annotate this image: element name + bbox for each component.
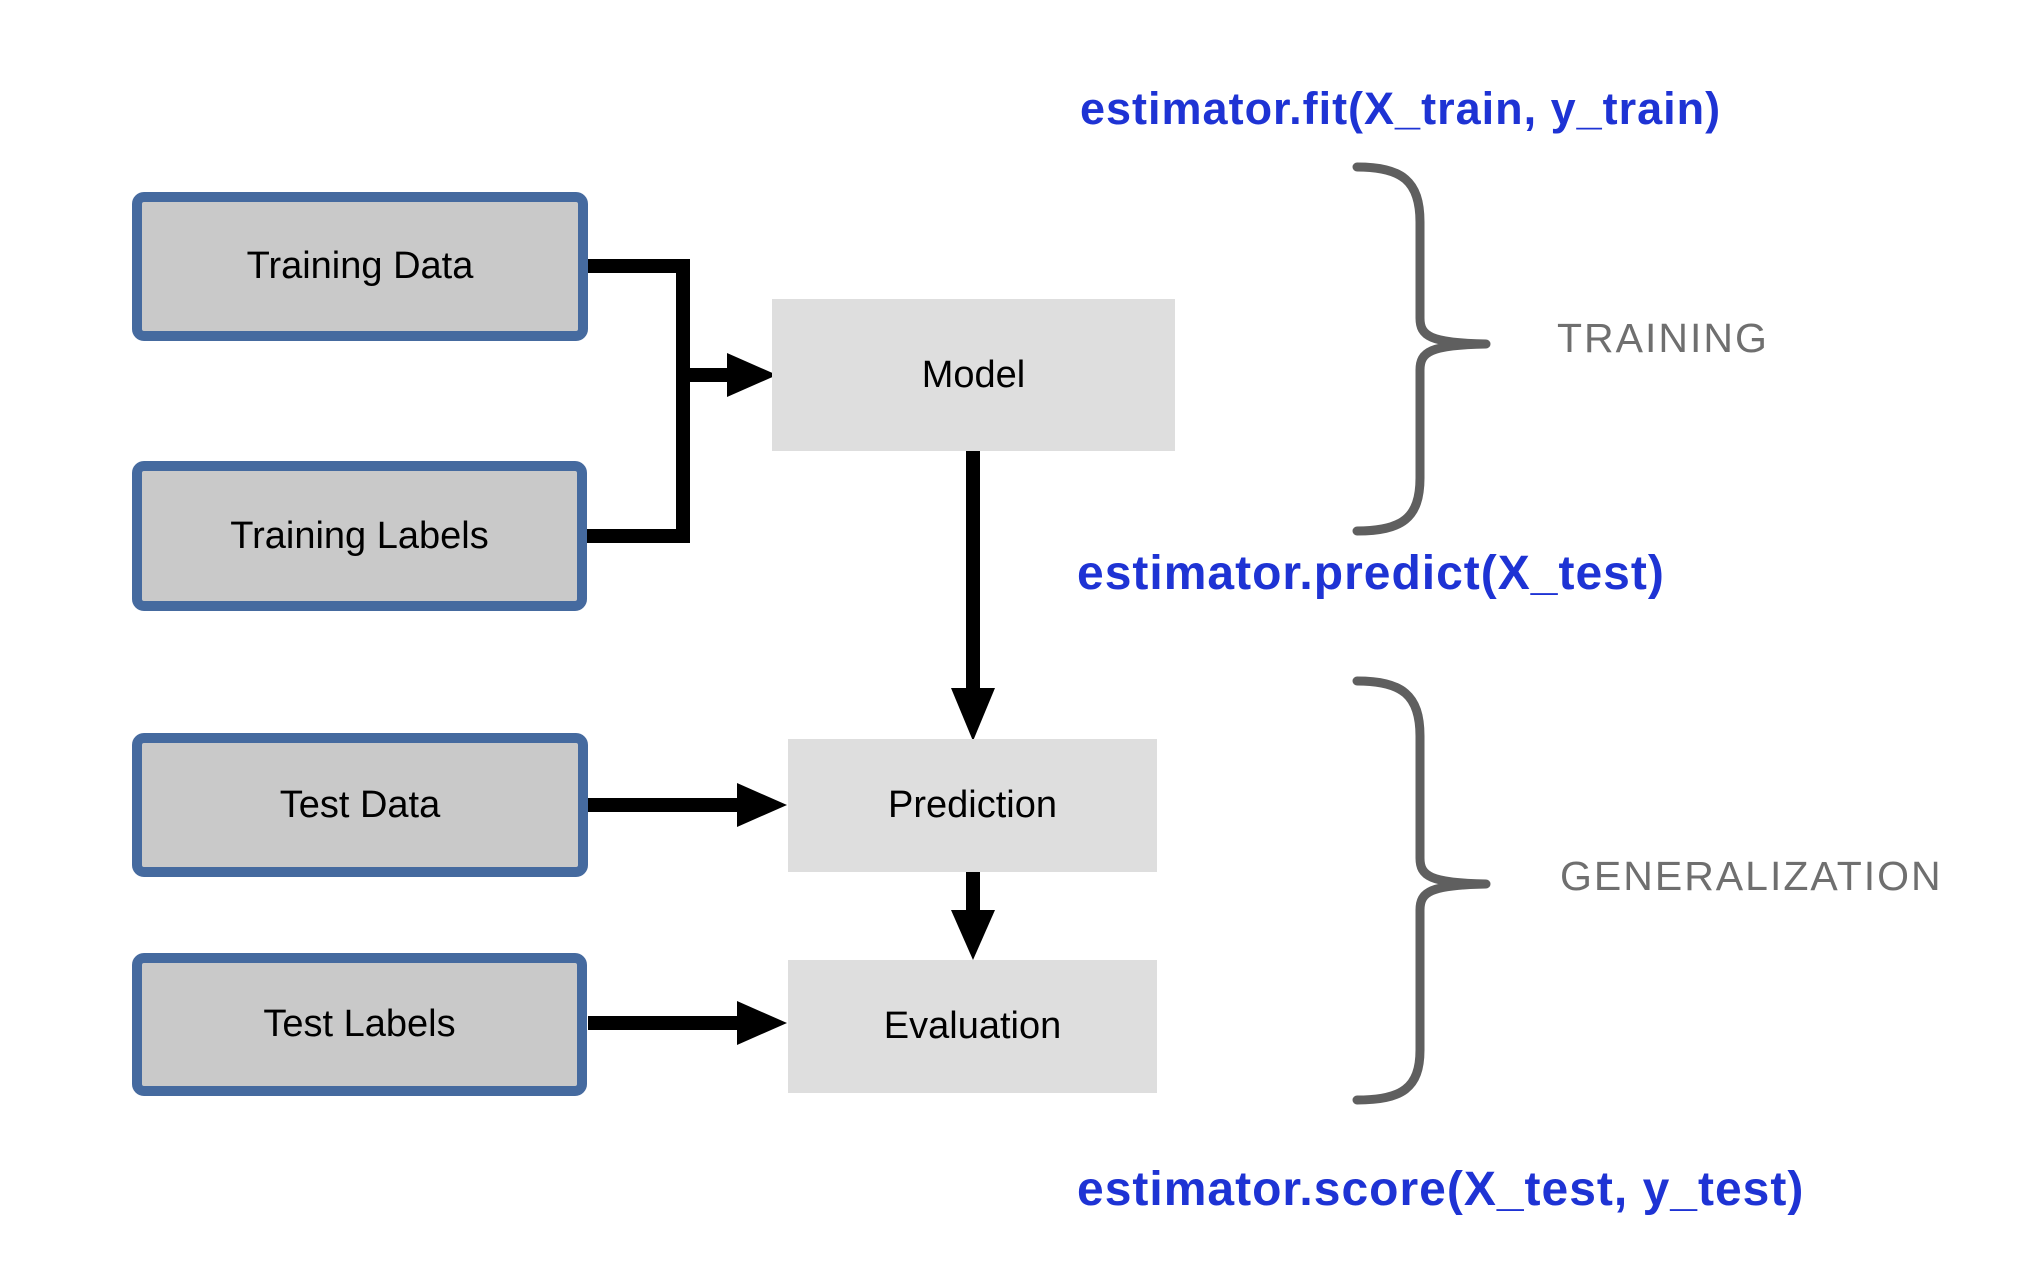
arrow-prediction-to-evaluation-head [951, 910, 995, 960]
arrow-into-model-head [727, 353, 777, 397]
prediction-box: Prediction [788, 739, 1157, 872]
arrow-test-data-to-prediction-head [737, 783, 787, 827]
training-labels-box: Training Labels [132, 461, 587, 611]
evaluation-box: Evaluation [788, 960, 1157, 1093]
training-labels-label: Training Labels [230, 514, 489, 557]
connector-training-elbow [584, 259, 690, 543]
test-data-label: Test Data [279, 783, 441, 826]
code-label-fit: estimator.fit(X_train, y_train) [1080, 83, 1722, 134]
test-labels-box: Test Labels [132, 953, 587, 1096]
arrow-test-labels-to-evaluation-head [737, 1001, 787, 1045]
test-data-box: Test Data [132, 733, 588, 877]
code-label-predict: estimator.predict(X_test) [1077, 547, 1665, 600]
training-data-box: Training Data [132, 192, 588, 341]
test-labels-label: Test Labels [263, 1003, 456, 1045]
phase-label-generalization: GENERALIZATION [1560, 853, 1943, 899]
phase-label-training: TRAINING [1557, 315, 1769, 361]
arrow-model-to-prediction-head [951, 688, 995, 741]
model-label: Model [921, 353, 1026, 396]
prediction-label: Prediction [888, 784, 1057, 826]
code-label-score: estimator.score(X_test, y_test) [1077, 1163, 1805, 1216]
training-data-label: Training Data [246, 245, 474, 287]
model-box: Model [772, 299, 1175, 451]
evaluation-label: Evaluation [883, 1005, 1062, 1047]
generalization-brace [1352, 676, 1491, 1105]
training-brace [1352, 162, 1491, 536]
